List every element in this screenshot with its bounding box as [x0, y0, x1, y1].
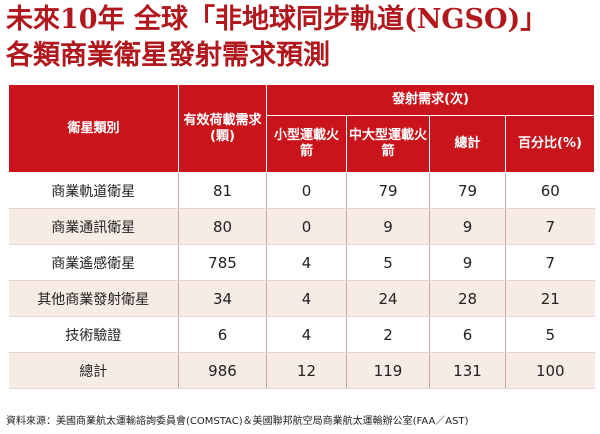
cell-percent: 7	[505, 244, 595, 281]
cell-category: 商業遙感衛星	[8, 244, 179, 281]
cell-total: 131	[429, 352, 506, 389]
header-total: 總計	[429, 115, 506, 173]
cell-small: 0	[266, 172, 347, 209]
header-payload-demand: 有效荷載需求(顆)	[178, 84, 267, 173]
cell-total: 9	[429, 244, 506, 281]
cell-payload: 6	[178, 316, 267, 353]
cell-payload: 986	[178, 352, 267, 389]
cell-medium-large: 24	[346, 280, 430, 317]
page-title: 未來10年 全球「非地球同步軌道(NGSO)」 各類商業衛星發射需求預測	[6, 2, 547, 74]
table-row: 商業遙感衛星 785 4 5 9 7	[8, 244, 595, 281]
cell-percent: 21	[505, 280, 595, 317]
cell-total: 79	[429, 172, 506, 209]
cell-category: 商業通訊衛星	[8, 208, 179, 245]
cell-percent: 60	[505, 172, 595, 209]
table-row-total: 總計 986 12 119 131 100	[8, 352, 595, 389]
cell-total: 28	[429, 280, 506, 317]
cell-total: 6	[429, 316, 506, 353]
table-row: 其他商業發射衛星 34 4 24 28 21	[8, 280, 595, 317]
table-row: 商業軌道衛星 81 0 79 79 60	[8, 172, 595, 209]
title-line-1: 未來10年 全球「非地球同步軌道(NGSO)」	[6, 4, 548, 35]
header-medium-large-rocket: 中大型運載火箭	[346, 115, 430, 173]
header-launch-demand: 發射需求(次)	[265, 84, 596, 116]
table-row: 技術驗證 6 4 2 6 5	[8, 316, 595, 353]
cell-small: 0	[266, 208, 347, 245]
cell-percent: 100	[505, 352, 595, 389]
cell-category: 總計	[8, 352, 179, 389]
cell-medium-large: 119	[346, 352, 430, 389]
cell-small: 12	[266, 352, 347, 389]
cell-small: 4	[266, 244, 347, 281]
title-line-2: 各類商業衛星發射需求預測	[6, 40, 330, 71]
cell-medium-large: 9	[346, 208, 430, 245]
cell-percent: 5	[505, 316, 595, 353]
cell-small: 4	[266, 280, 347, 317]
cell-payload: 81	[178, 172, 267, 209]
table-row: 商業通訊衛星 80 0 9 9 7	[8, 208, 595, 245]
cell-category: 商業軌道衛星	[8, 172, 179, 209]
cell-small: 4	[266, 316, 347, 353]
header-percent: 百分比(%)	[504, 115, 596, 173]
cell-category: 其他商業發射衛星	[8, 280, 179, 317]
cell-payload: 34	[178, 280, 267, 317]
header-category: 衛星類別	[8, 84, 179, 173]
cell-payload: 80	[178, 208, 267, 245]
cell-percent: 7	[505, 208, 595, 245]
cell-total: 9	[429, 208, 506, 245]
source-note: 資料來源：美國商業航太運輸諮詢委員會(COMSTAC)＆美國聯邦航空局商業航太運…	[6, 416, 469, 427]
header-small-rocket: 小型運載火箭	[266, 115, 347, 173]
cell-medium-large: 5	[346, 244, 430, 281]
launch-demand-table: 衛星類別 有效荷載需求(顆) 發射需求(次) 小型運載火箭 中大型運載火箭 總計…	[8, 84, 596, 389]
cell-category: 技術驗證	[8, 316, 179, 353]
cell-medium-large: 2	[346, 316, 430, 353]
cell-medium-large: 79	[346, 172, 430, 209]
cell-payload: 785	[178, 244, 267, 281]
